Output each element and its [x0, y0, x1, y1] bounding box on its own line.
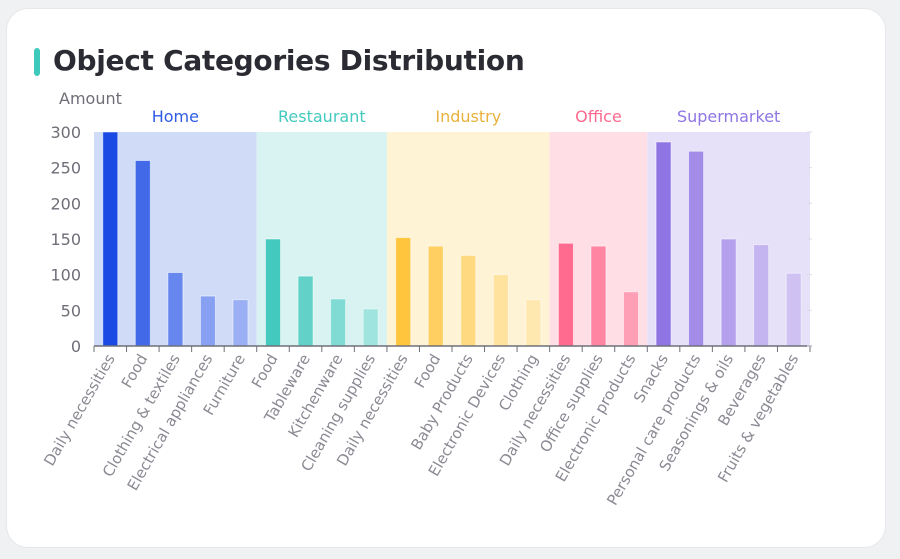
bar [102, 131, 119, 347]
bar [525, 299, 542, 347]
bar [655, 141, 672, 347]
bar [297, 275, 314, 347]
bar [167, 272, 184, 347]
bar [753, 244, 770, 347]
x-tick-label: Food [248, 351, 282, 391]
bar [720, 238, 737, 347]
group-label: Home [152, 107, 199, 126]
x-tick-label: Food [411, 351, 445, 391]
group-label: Office [575, 107, 622, 126]
y-tick-label: 150 [50, 230, 81, 249]
page-title: Object Categories Distribution [53, 44, 525, 77]
bar [199, 295, 216, 347]
y-tick-label: 200 [50, 194, 81, 213]
bar [460, 254, 477, 347]
x-tick-label: Food [118, 351, 152, 391]
group-label: Restaurant [278, 107, 366, 126]
bar [623, 291, 639, 347]
y-tick-label: 0 [71, 337, 81, 356]
bar [265, 238, 281, 347]
title-accent-bar [34, 48, 40, 76]
group-label: Supermarket [677, 107, 780, 126]
bar [330, 298, 347, 347]
bar [134, 160, 151, 347]
bar [590, 245, 607, 347]
group-label: Industry [435, 107, 501, 126]
y-axis-label: Amount [59, 89, 122, 108]
y-tick-label: 50 [61, 301, 81, 320]
y-tick-label: 250 [50, 159, 81, 178]
y-tick-label: 300 [50, 123, 81, 142]
bar [492, 274, 509, 347]
bar [688, 150, 705, 347]
bar [785, 272, 802, 347]
x-tick-label: Daily necessities [40, 351, 119, 469]
y-tick-label: 100 [50, 266, 81, 285]
bar [362, 308, 379, 347]
bar [557, 242, 574, 347]
bar [395, 237, 412, 347]
bar [427, 245, 444, 347]
bar [232, 299, 249, 347]
